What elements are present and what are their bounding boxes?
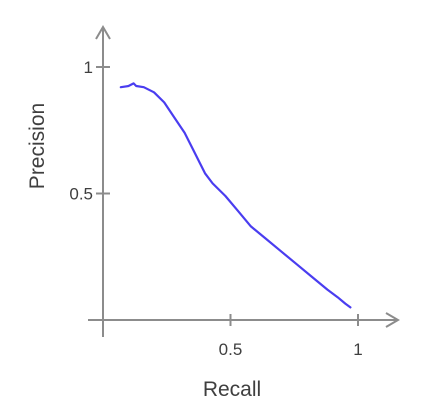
y-tick-label: 0.5: [69, 185, 93, 204]
x-axis-arrow-icon: [385, 312, 400, 328]
x-axis-label: Recall: [203, 378, 261, 401]
series-line-0: [119, 82, 352, 309]
y-tick-label: 1: [84, 58, 93, 77]
x-tick-label: 0.5: [219, 340, 243, 359]
y-axis-arrow-icon: [95, 25, 111, 40]
y-axis-label: Precision: [26, 103, 49, 189]
x-tick-label: 1: [353, 340, 362, 359]
